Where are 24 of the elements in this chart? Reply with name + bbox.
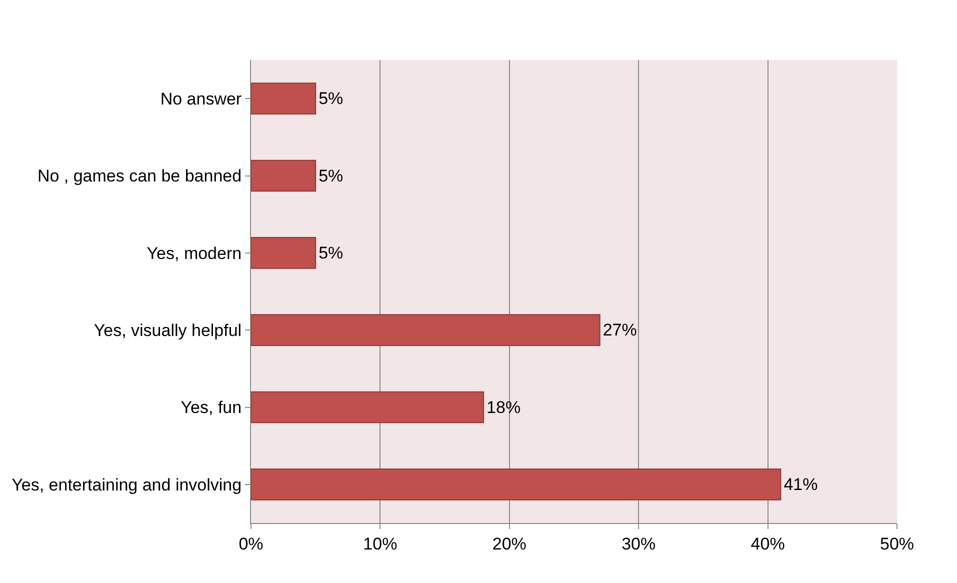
y-tick-label: Yes, visually helpful — [94, 321, 242, 340]
x-tick-label: 10% — [363, 534, 398, 554]
bar — [251, 82, 316, 115]
bar — [251, 468, 782, 500]
bar — [251, 391, 484, 424]
x-tick-label: 20% — [492, 534, 526, 554]
y-tick-label: No answer — [160, 90, 242, 109]
x-tick-label: 30% — [622, 534, 656, 554]
data-label: 27% — [602, 320, 637, 340]
y-tick-label: Yes, entertaining and involving — [12, 475, 242, 494]
bar — [251, 160, 316, 192]
data-label: 5% — [318, 243, 344, 262]
bar — [251, 236, 316, 269]
y-tick-label: No , games can be banned — [37, 166, 242, 186]
data-label: 41% — [784, 474, 818, 494]
x-tick-label: 0% — [238, 534, 264, 554]
data-label: 5% — [318, 89, 344, 108]
x-tick-label: 50% — [880, 534, 914, 554]
y-tick-label: Yes, fun — [180, 398, 242, 418]
data-label: 18% — [486, 398, 521, 417]
x-tick-label: 40% — [750, 534, 785, 554]
bar — [251, 314, 600, 346]
data-label: 5% — [318, 166, 344, 186]
y-tick-label: Yes, modern — [146, 244, 242, 263]
